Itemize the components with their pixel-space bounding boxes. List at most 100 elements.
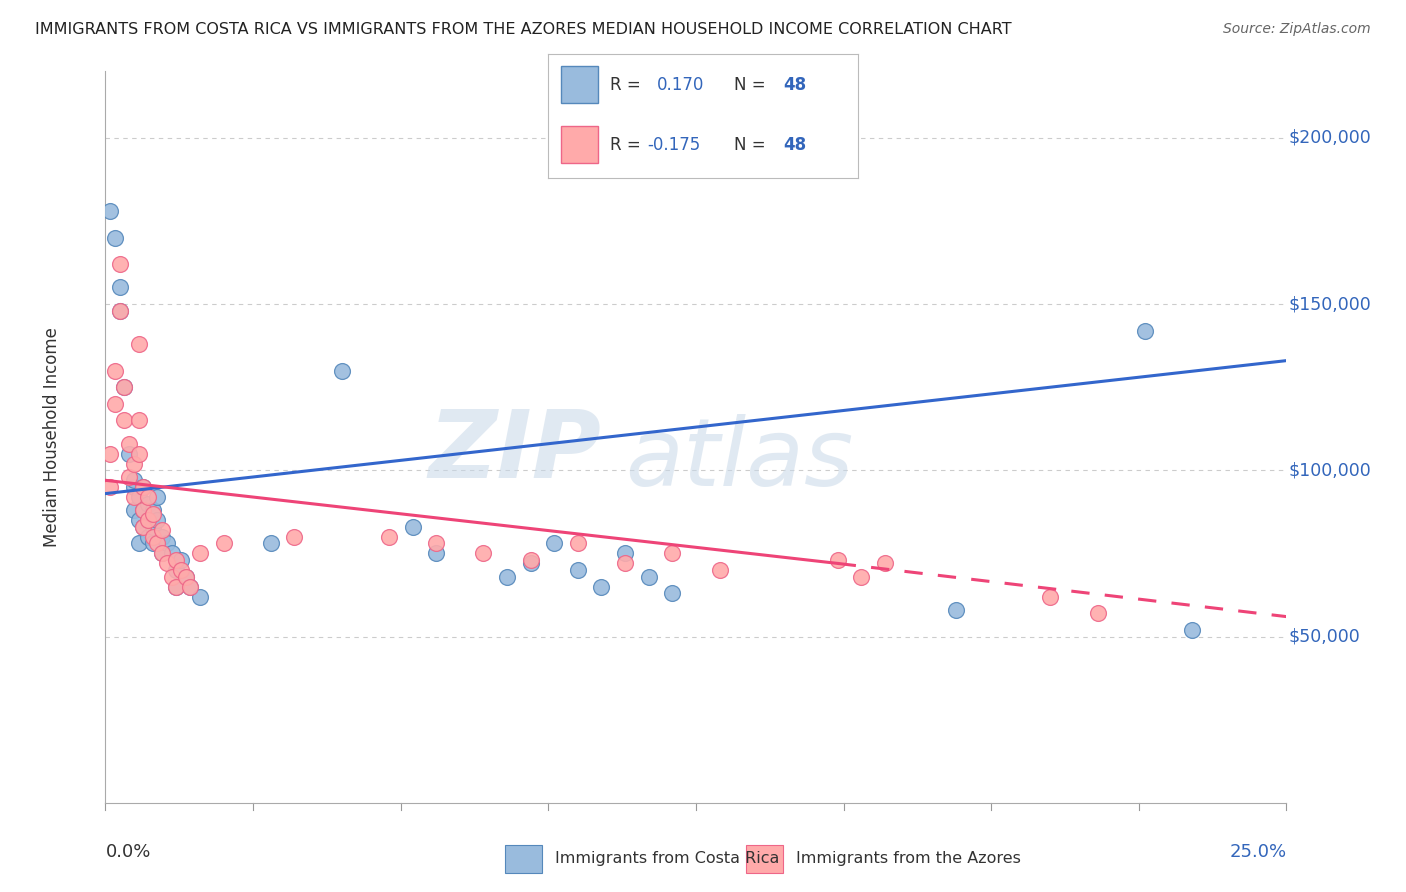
Point [136,513,159,527]
Text: N =: N = [734,76,770,94]
Point [108,303,131,318]
Point [1181,623,1204,637]
Point [179,580,201,594]
Point [661,586,683,600]
Point [170,553,193,567]
Point [132,480,155,494]
Point [614,557,637,571]
Point [146,513,169,527]
Text: R =: R = [610,76,647,94]
Point [122,457,145,471]
Point [709,563,731,577]
Point [188,590,211,604]
Point [851,570,873,584]
Point [591,580,613,594]
Bar [505,845,543,872]
Text: IMMIGRANTS FROM COSTA RICA VS IMMIGRANTS FROM THE AZORES MEDIAN HOUSEHOLD INCOME: IMMIGRANTS FROM COSTA RICA VS IMMIGRANTS… [35,22,1012,37]
Point [165,553,187,567]
Text: $100,000: $100,000 [1289,461,1372,479]
Text: $150,000: $150,000 [1289,295,1372,313]
Point [118,447,141,461]
Point [1087,607,1109,621]
Point [156,557,179,571]
Point [179,580,201,594]
Point [165,563,187,577]
Point [108,280,131,294]
Point [122,480,145,494]
Point [128,536,150,550]
Point [132,520,155,534]
Point [567,563,589,577]
Text: 0.170: 0.170 [657,76,704,94]
Point [136,530,159,544]
Bar [747,845,783,872]
Point [401,520,423,534]
Text: Source: ZipAtlas.com: Source: ZipAtlas.com [1223,22,1371,37]
Bar [561,126,598,163]
Text: 48: 48 [783,136,807,153]
Text: R =: R = [610,136,647,153]
Point [128,337,150,351]
Point [472,546,495,560]
Point [122,490,145,504]
Point [128,413,150,427]
Point [132,503,155,517]
Point [661,546,683,560]
Point [128,490,150,504]
Point [174,570,197,584]
Text: $200,000: $200,000 [1289,128,1372,147]
Text: 0.0%: 0.0% [105,843,150,861]
Point [827,553,849,567]
Point [108,303,131,318]
Text: -0.175: -0.175 [647,136,700,153]
Text: 25.0%: 25.0% [1229,843,1286,861]
Point [98,480,121,494]
Point [98,204,121,219]
Point [112,380,135,394]
Text: atlas: atlas [626,414,853,505]
Text: Median Household Income: Median Household Income [44,327,62,547]
Point [150,546,173,560]
Point [146,490,169,504]
Point [136,513,159,527]
Point [128,447,150,461]
Point [118,436,141,450]
Text: 48: 48 [783,76,807,94]
Point [132,520,155,534]
Point [160,546,183,560]
Point [98,447,121,461]
Point [519,557,541,571]
Text: Immigrants from the Azores: Immigrants from the Azores [796,851,1021,866]
Point [150,546,173,560]
Point [260,536,283,550]
Point [142,520,165,534]
Point [136,497,159,511]
Point [146,536,169,550]
Point [108,257,131,271]
Text: $50,000: $50,000 [1289,628,1361,646]
Point [425,536,447,550]
Text: N =: N = [734,136,770,153]
Point [136,490,159,504]
Point [165,580,187,594]
Point [128,513,150,527]
Point [132,480,155,494]
Point [543,536,565,550]
Point [330,363,353,377]
Point [378,530,401,544]
Point [1039,590,1062,604]
Point [212,536,235,550]
Point [519,553,541,567]
Point [142,503,165,517]
Point [112,413,135,427]
Point [104,230,127,244]
Point [188,546,211,560]
Point [104,397,127,411]
Point [150,523,173,537]
Point [1133,324,1156,338]
Point [614,546,637,560]
Point [104,363,127,377]
Point [132,503,155,517]
Text: Immigrants from Costa Rica: Immigrants from Costa Rica [554,851,779,866]
Point [142,536,165,550]
